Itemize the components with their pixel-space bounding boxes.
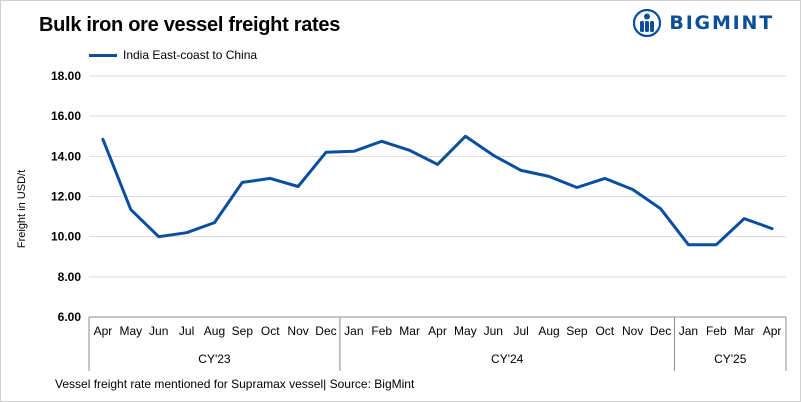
x-tick-label: Aug [538,324,559,338]
chart-title: Bulk iron ore vessel freight rates [39,14,341,36]
y-tick-label: 8.00 [58,270,82,284]
series-line [101,134,774,247]
x-tick-label: Feb [371,324,392,338]
x-tick-label: Mar [399,324,420,338]
x-tick-label: Aug [204,324,225,338]
footnote: Vessel freight rate mentioned for Supram… [55,377,415,391]
y-tick-label: 16.00 [51,109,81,123]
group-label: CY'23 [198,352,231,366]
x-tick-label: May [454,324,477,338]
x-tick-label: Feb [706,324,727,338]
y-tick-label: 10.00 [51,230,81,244]
legend-label: India East-coast to China [123,48,258,62]
y-tick-label: 6.00 [58,310,82,324]
x-tick-label: May [119,324,142,338]
brand-name: BIGMINT [669,12,774,34]
group-label: CY'24 [491,352,524,366]
x-tick-label: Mar [734,324,755,338]
y-tick-label: 14.00 [51,149,81,163]
x-tick-label: Jul [513,324,528,338]
y-tick-label: 18.00 [51,69,81,83]
legend: India East-coast to China [89,48,257,62]
y-tick-label: 12.00 [51,190,81,204]
x-tick-label: Jun [149,324,168,338]
x-tick-label: Sep [232,324,254,338]
x-tick-label: Jan [344,324,363,338]
brand-logo: BIGMINT [633,9,774,37]
x-tick-label: Jan [679,324,698,338]
x-tick-label: Jul [179,324,194,338]
x-tick-label: Nov [287,324,308,338]
x-tick-label: Jun [484,324,503,338]
person-circle-icon [633,9,662,37]
x-tick-label: Sep [566,324,588,338]
x-tick-label: Oct [261,324,280,338]
x-tick-label: Dec [650,324,671,338]
legend-swatch [89,53,117,57]
group-label: CY'25 [714,352,747,366]
x-tick-label: Oct [595,324,614,338]
x-tick-label: Apr [428,324,447,338]
x-tick-label: Dec [315,324,336,338]
x-tick-label: Apr [763,324,782,338]
x-tick-label: Nov [622,324,643,338]
x-tick-label: Apr [94,324,113,338]
